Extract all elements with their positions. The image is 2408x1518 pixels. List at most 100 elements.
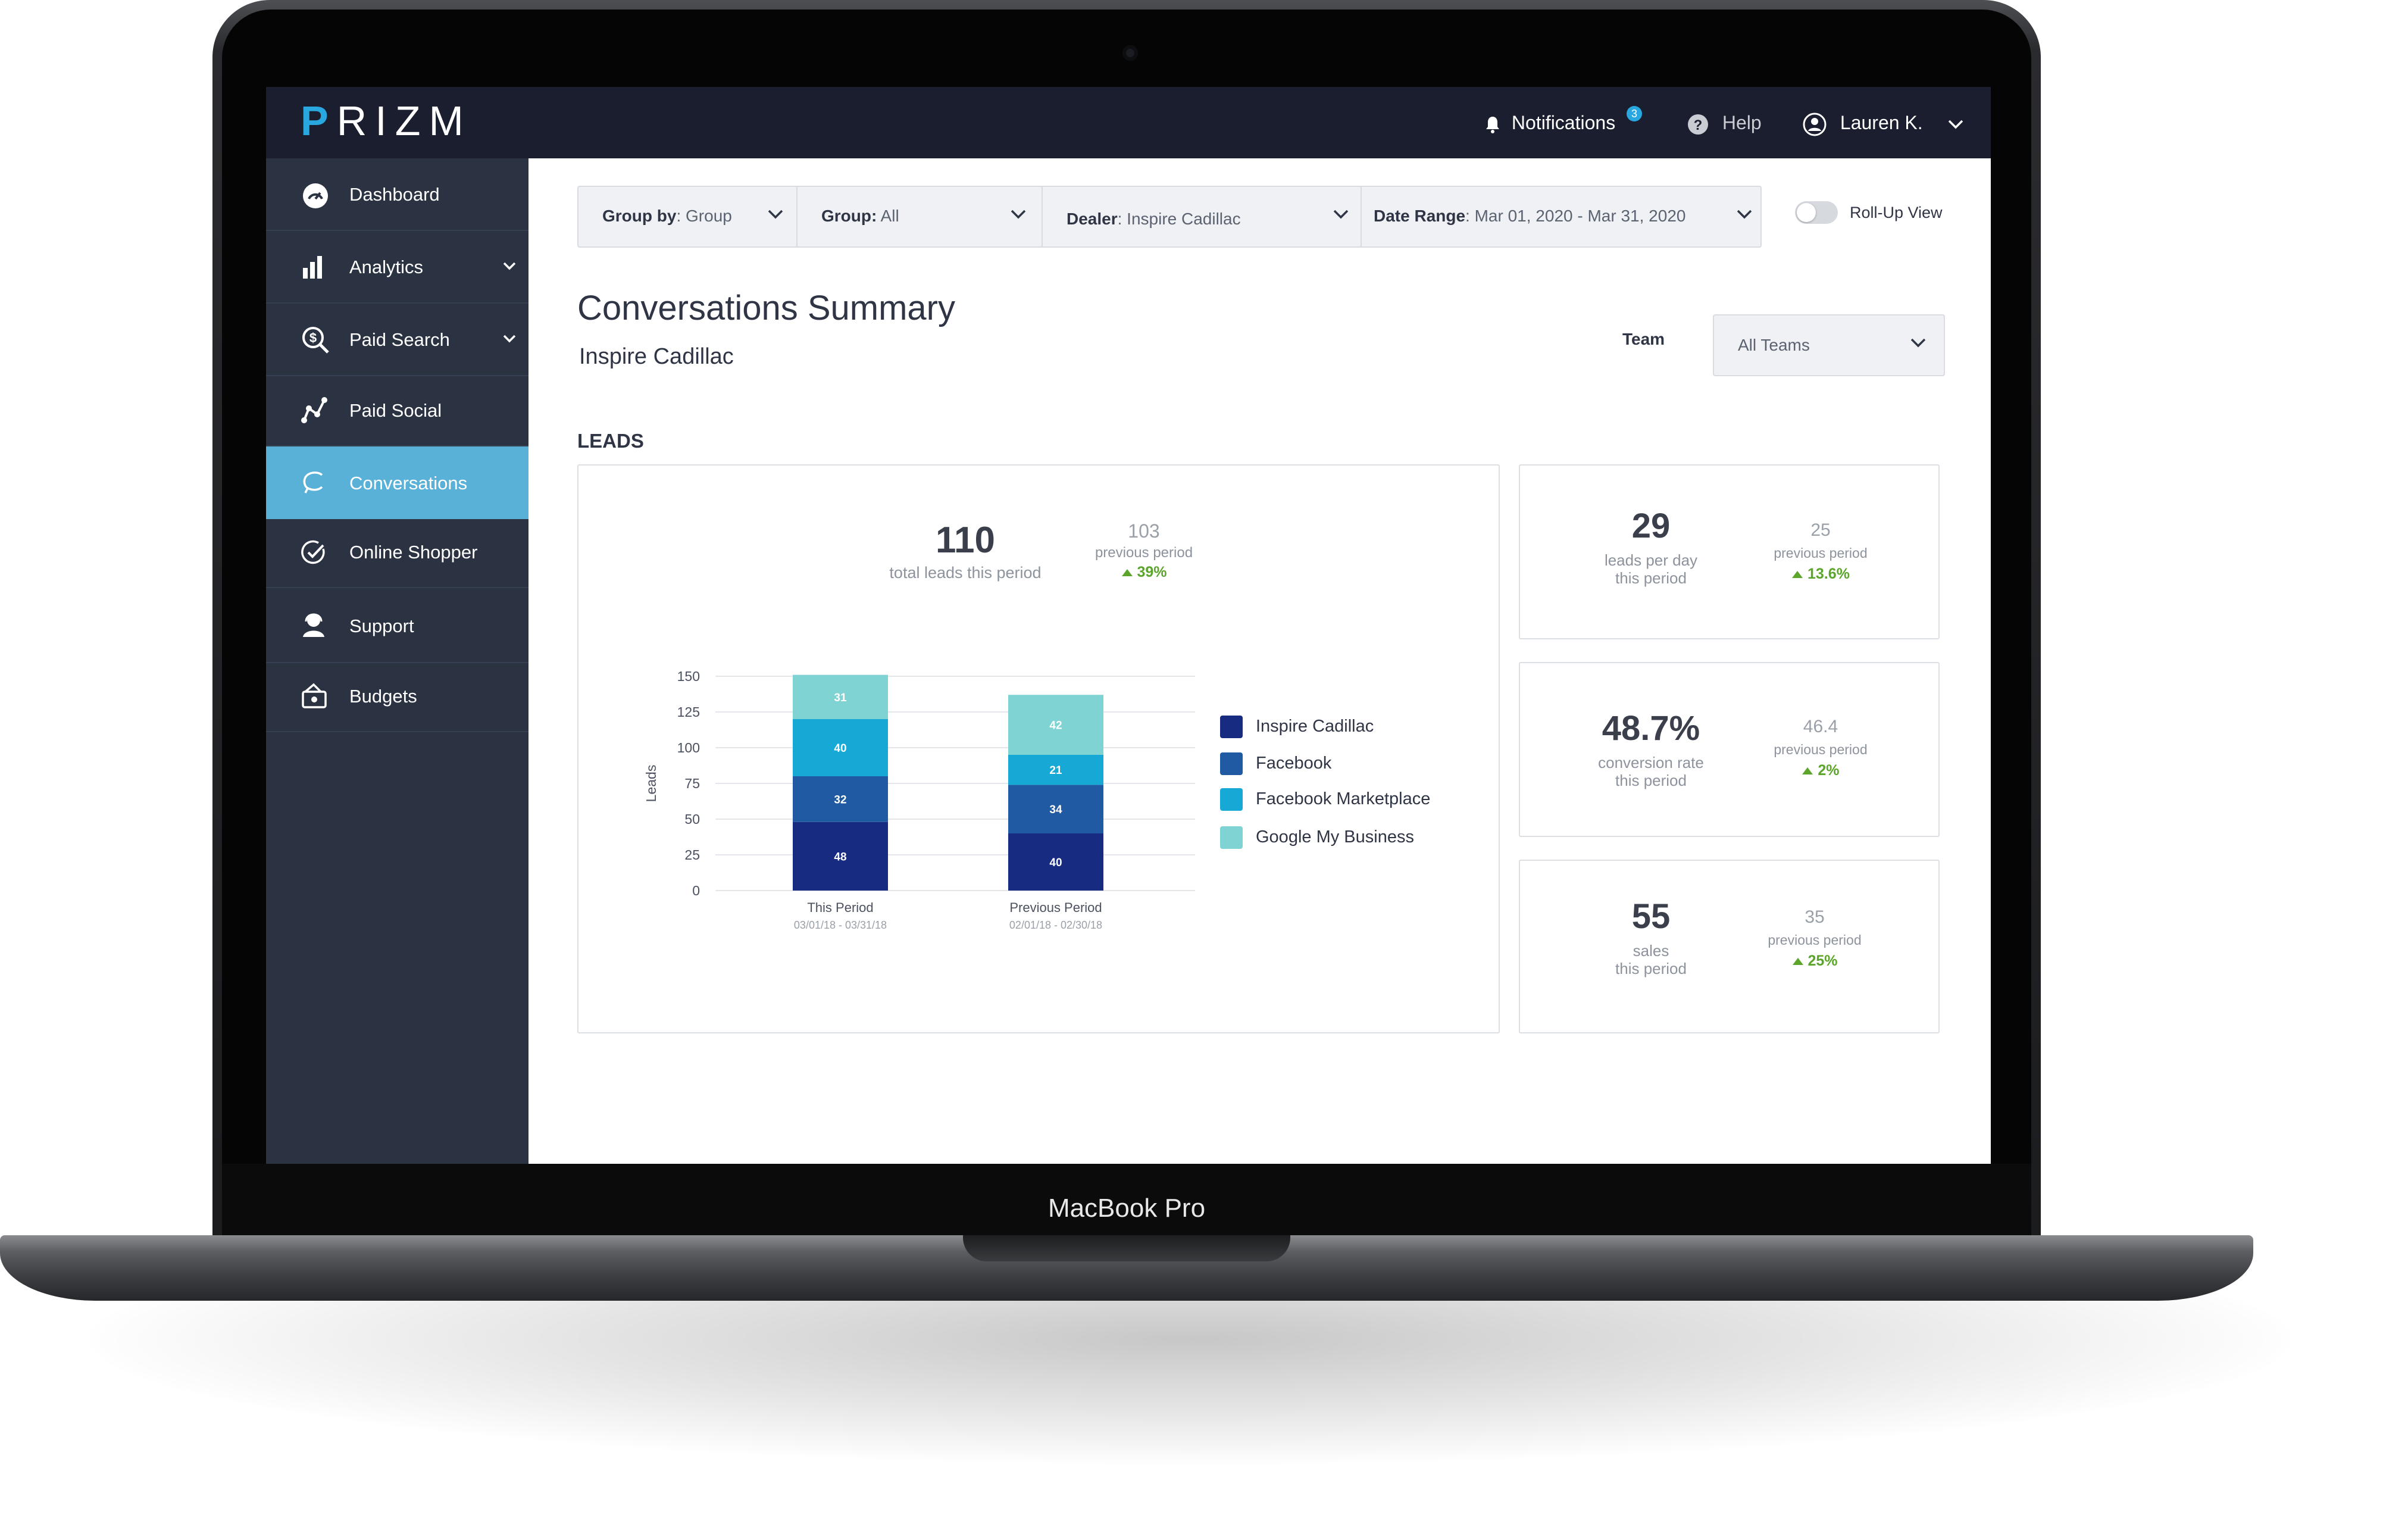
total-leads-label: total leads this period [889, 564, 1042, 582]
y-tick-label: 100 [677, 740, 700, 755]
total-leads-value: 110 [935, 520, 996, 561]
kpi-value: 48.7% [1602, 709, 1700, 748]
bar-segment [1008, 695, 1103, 755]
sidebar-item-label: Online Shopper [349, 542, 478, 563]
kpi-card-sales: 55 sales this period 35 previous period … [1519, 860, 1940, 1033]
notifications-button[interactable]: Notifications [1485, 111, 1615, 135]
app-screen: PRIZM Notifications 3 ? Help Lauren K. D… [266, 87, 1991, 1164]
bar-segment-label: 32 [834, 794, 846, 806]
dealer-label: Dealer [1067, 210, 1118, 228]
date-range-label: Date Range [1374, 207, 1466, 225]
arrow-up-icon [1802, 767, 1813, 774]
group-by-value: : Group [676, 207, 732, 225]
dealer-select[interactable]: Dealer: Inspire Cadillac [1043, 187, 1362, 246]
x-tick-label: Previous Period [1009, 900, 1102, 915]
leads-chart-card: 110 total leads this period 103 previous… [577, 464, 1500, 1033]
y-tick-label: 125 [677, 704, 700, 720]
filter-bar: Group by: Group Group: All Dealer: Inspi… [577, 186, 1762, 248]
sidebar-item-label: Paid Social [349, 400, 442, 421]
chevron-down-icon [503, 335, 516, 343]
speedometer-icon [303, 183, 328, 208]
kpi-label: conversion rate [1598, 754, 1704, 772]
kpi-value: 29 [1631, 507, 1671, 545]
chat-bubble-icon [303, 471, 323, 493]
main-content: Group by: Group Group: All Dealer: Inspi… [528, 158, 1991, 1164]
chevron-down-icon [1910, 338, 1926, 348]
previous-total-value: 103 [1128, 520, 1160, 542]
group-by-select[interactable]: Group by: Group [578, 187, 798, 246]
section-heading: LEADS [577, 430, 644, 452]
legend-label: Facebook Marketplace [1256, 789, 1431, 808]
kpi-period-label: this period [1615, 569, 1687, 587]
help-label: Help [1722, 112, 1762, 133]
kpi-previous-value: 35 [1805, 907, 1825, 927]
chevron-down-icon [768, 210, 783, 219]
sidebar-item-label: Dashboard [349, 184, 440, 205]
kpi-period-label: this period [1615, 772, 1687, 789]
svg-text:?: ? [1694, 117, 1703, 133]
y-tick-label: 0 [692, 883, 700, 898]
legend-label: Facebook [1256, 754, 1332, 773]
bar-segment-label: 40 [834, 742, 846, 755]
sidebar-item-analytics[interactable]: Analytics [266, 231, 528, 304]
sidebar-item-label: Conversations [349, 473, 468, 493]
help-button[interactable]: ? Help [1687, 111, 1762, 135]
group-label: Group: [821, 207, 877, 225]
kpi-period-label: this period [1615, 960, 1687, 977]
previous-period-label: previous period [1094, 545, 1193, 561]
sidebar-item-paid-social[interactable]: Paid Social [266, 376, 528, 446]
kpi-delta: 13.6% [1746, 566, 1895, 583]
legend-swatch [1220, 752, 1243, 775]
kpi-previous-label: previous period [1768, 932, 1862, 948]
sidebar-item-paid-search[interactable]: $ Paid Search [266, 304, 528, 376]
kpi-card-conversion-rate: 48.7% conversion rate this period 46.4 p… [1519, 662, 1940, 837]
sidebar-item-label: Support [349, 616, 414, 636]
app-logo[interactable]: PRIZM [301, 98, 472, 144]
bar-segment-label: 42 [1049, 720, 1062, 732]
rollup-toggle-knob [1797, 203, 1816, 222]
camera-icon [1122, 45, 1138, 61]
svg-text:$: $ [309, 330, 317, 345]
chevron-down-icon [1737, 210, 1752, 219]
kpi-previous-label: previous period [1774, 545, 1868, 561]
dealer-value: : Inspire Cadillac [1117, 210, 1241, 228]
legend-swatch [1220, 826, 1243, 849]
kpi-previous-value: 25 [1810, 520, 1831, 540]
y-tick-label: 50 [684, 811, 700, 827]
total-leads-delta: 39% [1072, 564, 1215, 581]
sidebar-item-dashboard[interactable]: Dashboard [266, 158, 528, 231]
kpi-delta: 2% [1746, 762, 1895, 779]
date-range-select[interactable]: Date Range: Mar 01, 2020 - Mar 31, 2020 [1362, 187, 1760, 246]
sidebar-item-support[interactable]: Support [266, 588, 528, 663]
y-tick-label: 25 [684, 847, 700, 863]
sidebar-item-online-shopper[interactable]: Online Shopper [266, 519, 528, 588]
legend-swatch [1220, 788, 1243, 811]
notification-count-badge: 3 [1627, 106, 1642, 121]
bar-segment-label: 34 [1049, 804, 1062, 816]
support-agent-icon [303, 613, 324, 637]
kpi-label: sales [1633, 942, 1669, 960]
team-select[interactable]: All Teams [1713, 314, 1945, 376]
bar-chart-icon [303, 256, 322, 279]
group-select[interactable]: Group: All [798, 187, 1043, 246]
sidebar-item-budgets[interactable]: Budgets [266, 663, 528, 732]
page-title: Conversations Summary [577, 289, 955, 327]
chevron-down-icon [1333, 210, 1349, 219]
group-value: All [877, 207, 899, 225]
network-icon [301, 397, 327, 423]
kpi-value: 55 [1631, 897, 1671, 936]
y-tick-label: 150 [677, 669, 700, 684]
bar-segment [793, 674, 888, 719]
y-axis-label: Leads [643, 765, 659, 802]
rollup-label: Roll-Up View [1850, 204, 1943, 221]
kpi-delta: 25% [1740, 952, 1889, 970]
bell-icon [1486, 116, 1499, 133]
chevron-down-icon [1011, 210, 1026, 219]
user-avatar-icon [1803, 113, 1827, 136]
user-menu[interactable]: Lauren K. [1803, 111, 1964, 136]
sidebar-item-conversations[interactable]: Conversations [266, 446, 528, 519]
laptop-notch [963, 1235, 1290, 1261]
bar-segment [793, 776, 888, 822]
device-label: MacBook Pro [1047, 1194, 1206, 1223]
bar-segment-label: 40 [1049, 857, 1062, 869]
